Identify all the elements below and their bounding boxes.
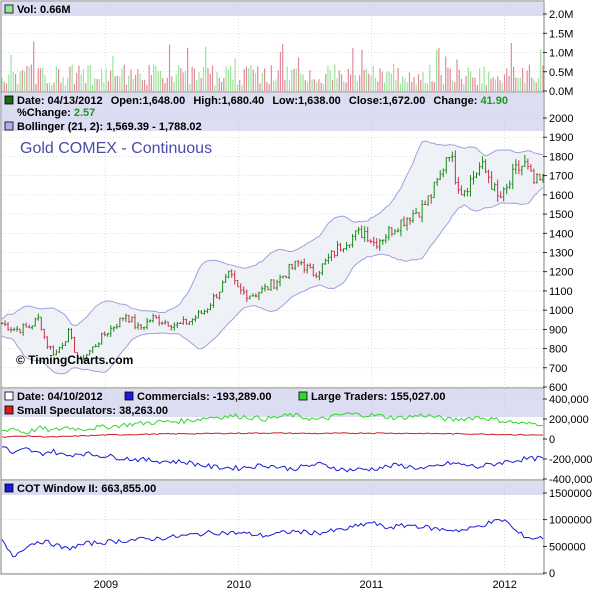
price-y-tick-label: 1500 <box>549 209 573 221</box>
volume-y-tick-label: 0.5M <box>549 67 573 79</box>
x-tick-label: 2009 <box>94 579 118 591</box>
price-y-tick-label: 1300 <box>549 248 573 260</box>
large-traders-swatch <box>298 391 308 401</box>
cot-window-y-tick-label: 1500000 <box>549 488 592 500</box>
cot-window-legend-bg <box>2 481 543 495</box>
bollinger-band <box>1 140 544 375</box>
price-pct-label: %Change: <box>17 107 71 119</box>
price-legend-bg <box>2 93 543 131</box>
price-y-tick-label: 700 <box>549 363 567 375</box>
price-y-tick-label: 1900 <box>549 132 573 144</box>
price-legend-line2: %Change: 2.57 <box>17 107 95 119</box>
bollinger-lower <box>1 187 544 375</box>
price-y-tick-label: 1700 <box>549 171 573 183</box>
x-axis-ticks: 2009 2010 2011 2012 <box>94 579 517 591</box>
volume-swatch <box>4 4 14 14</box>
x-tick-label: 2012 <box>492 579 516 591</box>
small-spec-legend: Small Speculators: 38,263.00 <box>17 405 168 417</box>
y-axis-ticks: 2.0M 1.5M 1.0M 0.5M 0.0M 2000 1900 1800 1700 1600… <box>543 9 592 580</box>
price-y-tick-label: 600 <box>549 382 567 394</box>
volume-y-tick-label: 1.5M <box>549 28 573 40</box>
price-y-tick-label: 1200 <box>549 267 573 279</box>
price-change-value: 41.90 <box>480 95 508 107</box>
chart-title: Gold COMEX - Continuous <box>20 140 212 157</box>
price-y-tick-label: 1400 <box>549 228 573 240</box>
bollinger-legend: Bollinger (21, 2): 1,569.39 - 1,788.02 <box>17 121 202 133</box>
commercials-swatch <box>124 391 134 401</box>
large-traders-line <box>1 412 543 435</box>
volume-y-tick-label: 0.0M <box>549 86 573 98</box>
cot-window-series-line <box>1 518 544 558</box>
cot-lines <box>1 412 544 473</box>
bollinger-swatch <box>4 121 14 131</box>
commercials-legend: Commercials: -193,289.00 <box>137 391 272 403</box>
volume-y-tick-label: 2.0M <box>549 9 573 21</box>
watermark: © TimingCharts.com <box>16 353 133 367</box>
cot-window-legend: COT Window II: 663,855.00 <box>17 483 156 495</box>
cot-y-tick-label: -400,000 <box>549 474 592 486</box>
price-open: Open:1,648.00 <box>111 95 186 107</box>
price-y-tick-label: 2000 <box>549 113 573 125</box>
price-change-label: Change: <box>433 95 477 107</box>
volume-panel <box>0 0 545 93</box>
cot-window-y-tick-label: 500000 <box>549 541 586 553</box>
cot-date-legend: Date: 04/10/2012 <box>17 391 103 403</box>
price-legend-line1: Date: 04/13/2012 Open:1,648.00 High:1,68… <box>17 95 508 107</box>
cot-window-y-tick-label: 0 <box>549 568 555 580</box>
cot-window-swatch <box>4 483 14 493</box>
cot-window-panel <box>0 479 545 575</box>
volume-y-tick-label: 1.0M <box>549 48 573 60</box>
price-date: Date: 04/13/2012 <box>17 95 103 107</box>
large-traders-legend: Large Traders: 155,027.00 <box>311 391 446 403</box>
price-y-tick-label: 900 <box>549 324 567 336</box>
bollinger-fill <box>2 141 543 374</box>
price-low: Low:1,638.00 <box>272 95 340 107</box>
small-speculators-line <box>1 432 543 438</box>
cot-window-y-tick-label: 1000000 <box>549 515 592 527</box>
price-y-tick-label: 1800 <box>549 151 573 163</box>
price-y-tick-label: 1100 <box>549 286 573 298</box>
price-candles <box>0 150 545 361</box>
x-tick-label: 2010 <box>227 579 251 591</box>
small-spec-swatch <box>4 405 14 415</box>
commercials-line <box>1 446 544 473</box>
cot-y-tick-label: -200,000 <box>549 454 592 466</box>
price-y-tick-label: 1600 <box>549 190 573 202</box>
price-y-tick-label: 800 <box>549 344 567 356</box>
volume-bars <box>1 41 544 91</box>
bollinger-upper <box>1 140 544 327</box>
price-swatch <box>4 95 14 105</box>
volume-legend-bg <box>2 2 543 16</box>
price-pct-value: 2.57 <box>74 107 95 119</box>
cot-y-tick-label: 200,000 <box>549 414 589 426</box>
price-high: High:1,680.40 <box>193 95 264 107</box>
cot-y-tick-label: 400,000 <box>549 394 589 406</box>
cot-window-line <box>1 518 544 558</box>
x-tick-label: 2011 <box>360 579 384 591</box>
price-close: Close:1,672.00 <box>349 95 425 107</box>
price-y-tick-label: 1000 <box>549 305 573 317</box>
cot-legend-bg <box>2 389 543 417</box>
cot-y-tick-label: 0 <box>549 434 555 446</box>
cot-date-swatch <box>4 391 14 401</box>
volume-legend: Vol: 0.66M <box>17 4 71 16</box>
